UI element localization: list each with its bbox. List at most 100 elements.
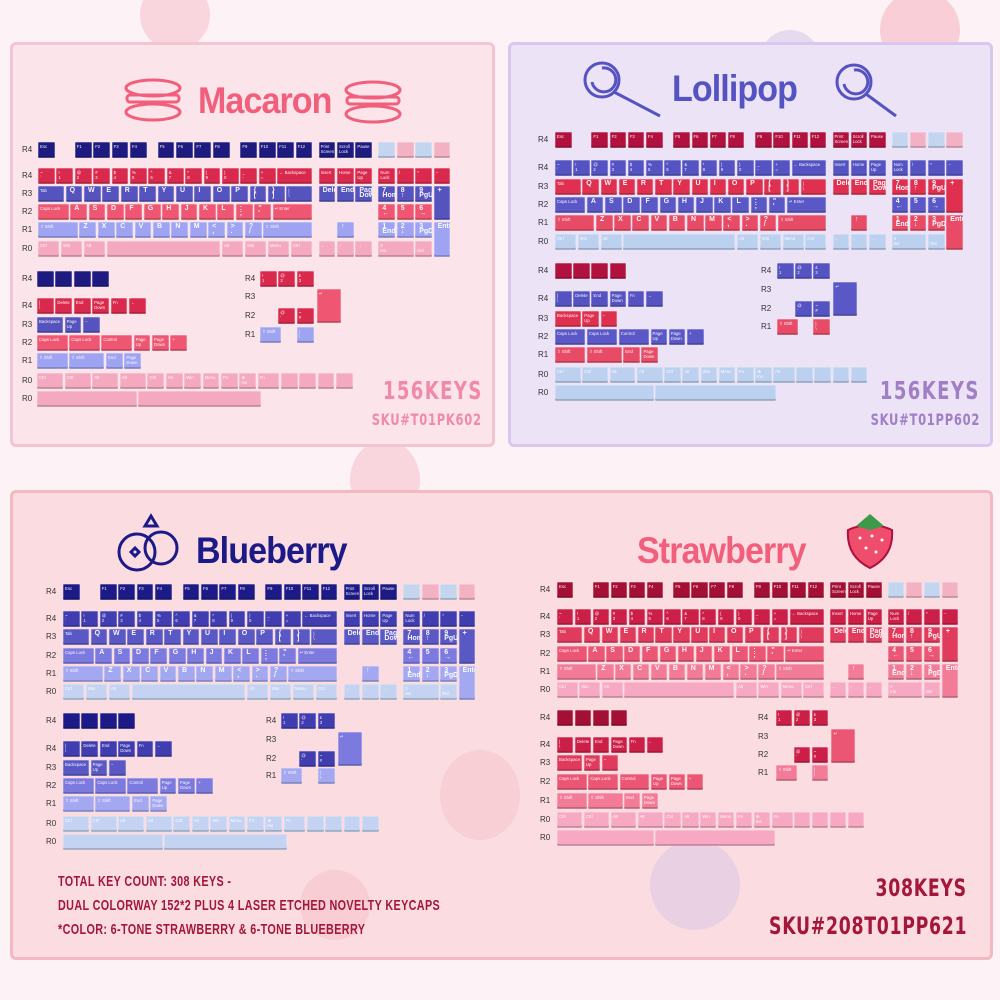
key-legend: ↵ — [319, 291, 323, 296]
key-legend: @ ' — [797, 303, 802, 313]
key-legend: 5 — [913, 198, 918, 205]
key-legend: ^ 6 — [175, 613, 178, 623]
keycap: Caps Lock — [63, 648, 94, 664]
keycap: 1 End — [403, 666, 421, 682]
keycap: U — [691, 627, 708, 643]
keycap: End — [337, 186, 354, 202]
keycap: Menu — [293, 684, 315, 700]
magnifier-icon — [403, 584, 421, 600]
keycap: ~ ` — [555, 160, 572, 176]
row-label: R2 — [46, 781, 57, 790]
keycap: Backspace — [37, 317, 63, 333]
keycap: Alt — [191, 816, 209, 832]
key-legend: F5 — [159, 144, 165, 149]
keycap: I — [219, 629, 237, 645]
key-legend: U — [180, 187, 186, 194]
key-legend: V — [654, 665, 660, 672]
keycap: Ctrl — [664, 367, 681, 383]
keycap: F10 — [771, 582, 789, 598]
row-label: R3 — [538, 314, 549, 323]
strawberry-icon — [941, 582, 959, 598]
keycap: 9 PgUp — [923, 627, 941, 643]
keycap: J — [695, 646, 713, 662]
keycap: Fn — [771, 812, 793, 828]
key-legend: Menu — [784, 236, 796, 241]
keycap: / — [421, 611, 439, 627]
key-legend: + = — [773, 611, 777, 621]
key-legend: R — [149, 630, 155, 637]
key-legend: Page Up — [652, 776, 664, 786]
keycap: ! 1 — [573, 160, 590, 176]
key-legend: Delete — [833, 628, 846, 635]
keycap: I — [709, 627, 726, 643]
key-legend: Menu — [782, 684, 794, 689]
keycap: Win — [758, 682, 780, 698]
keycap: S — [605, 197, 622, 213]
keycap: ⇧ Shift — [557, 664, 596, 680]
key-legend: Alt — [611, 369, 617, 374]
keycap: Win — [270, 684, 292, 700]
key-legend: Win — [272, 686, 280, 691]
key-legend: End — [594, 739, 603, 744]
macaron-icon — [923, 582, 941, 598]
keycap: L — [731, 646, 748, 662]
key-legend: Page Down — [94, 300, 106, 310]
key-legend: | \ — [815, 321, 817, 331]
keycap: Menu — [228, 816, 246, 832]
key-legend: ) 0 — [249, 613, 252, 623]
keycap: Insert — [318, 168, 336, 184]
keycap: F8 — [727, 132, 745, 148]
keycap: ~ # — [813, 301, 830, 317]
keycap: Pause — [865, 582, 883, 598]
row-label: R2 — [22, 207, 33, 216]
key-legend: } ] — [784, 628, 788, 640]
keycap: Pause — [868, 132, 886, 148]
cherry-decoration — [300, 870, 370, 940]
key-legend: C — [636, 216, 642, 223]
keycap: Num Lock — [891, 160, 909, 176]
keycap: * 8 — [210, 611, 227, 627]
key-legend: Alt — [603, 684, 609, 689]
key-legend: Print Screen — [345, 586, 360, 596]
key-legend: F10 — [285, 586, 294, 591]
keycap: Control — [127, 778, 158, 794]
keycap — [573, 263, 590, 279]
row-label: R3 — [538, 182, 549, 191]
key-legend: Tab — [557, 181, 564, 186]
keycap: # 3 — [118, 611, 135, 627]
keycap: ( 9 — [718, 160, 736, 176]
keycap: ⇧ Shift — [777, 215, 827, 231]
key-legend: Alt — [94, 375, 100, 380]
key-legend: → — [867, 684, 873, 689]
keycap — [306, 816, 324, 832]
keycap: 1 End — [891, 215, 909, 231]
key-legend: ? / — [763, 216, 769, 228]
keycap: Ctrl — [173, 816, 191, 832]
key-legend: ) 0 — [739, 162, 742, 172]
keycap — [610, 710, 627, 726]
key-legend: / — [423, 613, 425, 618]
key-legend: ^ 6 — [666, 162, 669, 172]
fruit-basket-icon — [906, 582, 923, 598]
key-legend: ? / — [762, 665, 767, 677]
key-legend: ↵ — [835, 284, 840, 289]
keycap: Z — [79, 222, 97, 238]
key-legend: Backspace — [559, 757, 581, 762]
keycap — [555, 385, 654, 401]
key-legend: . Del — [925, 684, 933, 694]
keycap: Z — [595, 215, 613, 231]
key-legend: | \ — [319, 770, 321, 780]
keycap: Scroll Lock — [362, 584, 379, 600]
keycap: ⇧ Shift — [555, 215, 595, 231]
row-label: R4 — [538, 294, 549, 303]
keycap: ↵ — [338, 732, 363, 766]
keycap: K — [199, 204, 216, 220]
key-legend: @ 2 — [76, 170, 82, 180]
key-legend: Delete — [57, 300, 70, 305]
keycap: Page Up — [90, 760, 108, 776]
key-legend: P — [750, 180, 755, 187]
keycap: Y — [673, 627, 690, 643]
keycap: @ 2 — [278, 271, 296, 287]
keycap: $ 4 — [136, 611, 154, 627]
keycap: F7 — [709, 582, 726, 598]
